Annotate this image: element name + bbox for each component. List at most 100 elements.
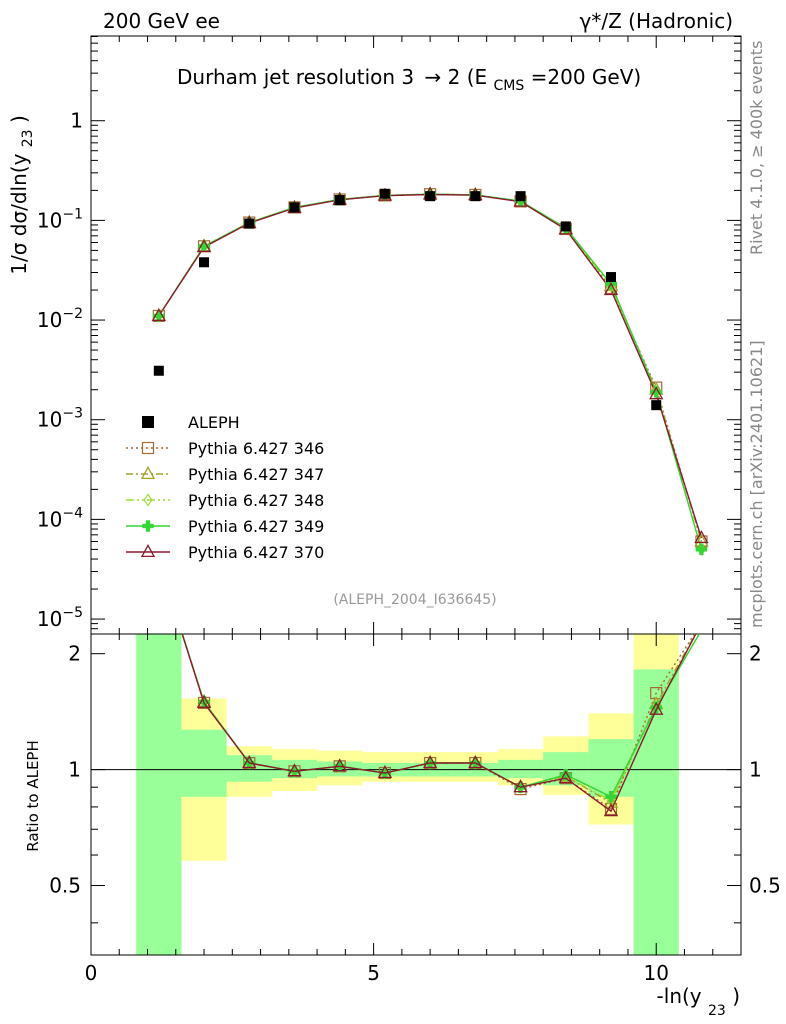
ylabel-end: ) (7, 115, 31, 123)
ratio-tick-label-right: 0.5 (749, 874, 781, 898)
y-tick-exp: −4 (62, 505, 83, 521)
title-end: =200 GeV) (531, 65, 642, 89)
ratio-tick-label-left: 2 (68, 642, 81, 666)
triangle-marker (649, 701, 664, 715)
series-line (158, 193, 703, 542)
analysis-id: (ALEPH_2004_I636645) (333, 592, 496, 608)
cross-marker (695, 543, 708, 556)
triangle-marker (649, 386, 664, 400)
title-arrow: → 2 (E (425, 65, 488, 89)
y-tick-label: 10−3 (37, 406, 83, 432)
legend-marker-aleph (142, 416, 154, 428)
ratio-frame-border (90, 633, 742, 956)
triangle-marker (242, 755, 257, 769)
filled-square-marker (289, 202, 300, 213)
ratio-plot-frame (90, 633, 742, 956)
aleph-data-points (153, 188, 662, 411)
triangle-marker (196, 239, 212, 253)
green-band (497, 759, 544, 779)
filled-square-marker (379, 188, 390, 199)
y-tick-exp: −5 (62, 605, 83, 621)
cross-marker (153, 310, 165, 322)
cross-marker (650, 386, 662, 398)
triangle-marker (603, 803, 619, 817)
y-tick-label: 10−2 (37, 306, 83, 332)
y-tick-exp: −2 (62, 306, 83, 322)
legend-label: Pythia 6.427 349 (188, 517, 324, 536)
triangle-marker (422, 755, 438, 769)
legend: ALEPH Pythia 6.427 346 Pythia 6.427 347 Pyt… (126, 413, 324, 562)
filled-square-marker (470, 191, 481, 202)
filled-square-marker (153, 365, 164, 376)
y-tick-label: 10−1 (37, 206, 83, 232)
green-band (136, 634, 182, 955)
series-line (158, 193, 703, 539)
ratio-tick-label-left: 0.5 (49, 874, 81, 898)
y-tick-base: 10 (37, 607, 62, 631)
cross-marker (142, 520, 154, 532)
x-tick-label: 0 (85, 961, 98, 985)
filled-square-marker (515, 191, 526, 202)
filled-square-marker (425, 191, 436, 202)
y-tick-label: 10−4 (37, 505, 83, 531)
y-tick-label: 10−5 (37, 605, 83, 631)
header-left: 200 GeV ee (103, 9, 220, 33)
square-marker (141, 441, 155, 455)
triangle-marker (513, 779, 528, 793)
triangle-marker (468, 755, 483, 769)
legend-label: Pythia 6.427 370 (188, 543, 324, 562)
side-text-rivet: Rivet 4.1.0, ≥ 400k events (747, 41, 766, 255)
x-axis-label: -ln(y 23 ) (657, 984, 740, 1020)
cross-marker (650, 701, 662, 714)
plot-title: Durham jet resolution 3 → 2 (E CMS =200 … (177, 65, 641, 95)
triangle-marker (151, 307, 166, 321)
series-line (158, 193, 703, 542)
legend-label: Pythia 6.427 346 (188, 439, 324, 458)
triangle-marker (694, 530, 709, 544)
ratio-tick-label-left: 1 (68, 758, 81, 782)
triangle-marker (603, 282, 619, 296)
x-tick-label: 10 (643, 961, 668, 985)
triangle-marker (140, 544, 156, 558)
ylabel-sub: 23 (20, 129, 36, 147)
xlabel-sub: 23 (708, 1003, 726, 1019)
y-tick-base: 10 (37, 308, 62, 332)
cross-marker (198, 240, 210, 253)
y-tick-base: 10 (37, 408, 62, 432)
ratio-y-axis-label: Ratio to ALEPH (24, 740, 42, 852)
green-band (633, 669, 679, 955)
triangle-marker (332, 758, 347, 772)
y-tick-label: 1 (70, 109, 83, 133)
xlabel-end: ) (732, 984, 740, 1008)
triangle-marker (196, 694, 212, 708)
y-axis-label: 1/σ dσ/dln(y 23 ) (7, 115, 37, 275)
triangle-marker (558, 770, 573, 784)
y-tick-base: 10 (37, 507, 62, 531)
triangle-marker (377, 765, 393, 779)
triangle-marker (140, 466, 156, 480)
x-tick-label: 5 (367, 961, 380, 985)
xlabel-main: -ln(y (657, 984, 702, 1008)
y-tick-base: 10 (37, 208, 62, 232)
cross-marker (560, 768, 572, 781)
y-tick-base: 1 (70, 109, 83, 133)
filled-square-marker (651, 400, 662, 411)
legend-label: Pythia 6.427 347 (188, 465, 324, 484)
title-sub: CMS (494, 78, 525, 94)
y-tick-exp: −1 (62, 206, 83, 222)
ratio-tick-label-right: 2 (749, 642, 762, 666)
filled-square-marker (606, 272, 616, 283)
ratio-lines (181, 634, 701, 817)
filled-square-marker (560, 221, 571, 232)
legend-label-aleph: ALEPH (188, 413, 240, 432)
filled-square-marker (334, 195, 345, 206)
ratio-line (181, 634, 697, 813)
ylabel-main: 1/σ dσ/dln(y (7, 153, 31, 274)
side-text-mcplots: mcplots.cern.ch [arXiv:2401.10621] (747, 340, 766, 628)
y-tick-exp: −3 (62, 406, 83, 422)
ratio-tick-label-right: 1 (749, 758, 762, 782)
triangle-marker (287, 763, 302, 777)
filled-square-marker (199, 257, 210, 268)
